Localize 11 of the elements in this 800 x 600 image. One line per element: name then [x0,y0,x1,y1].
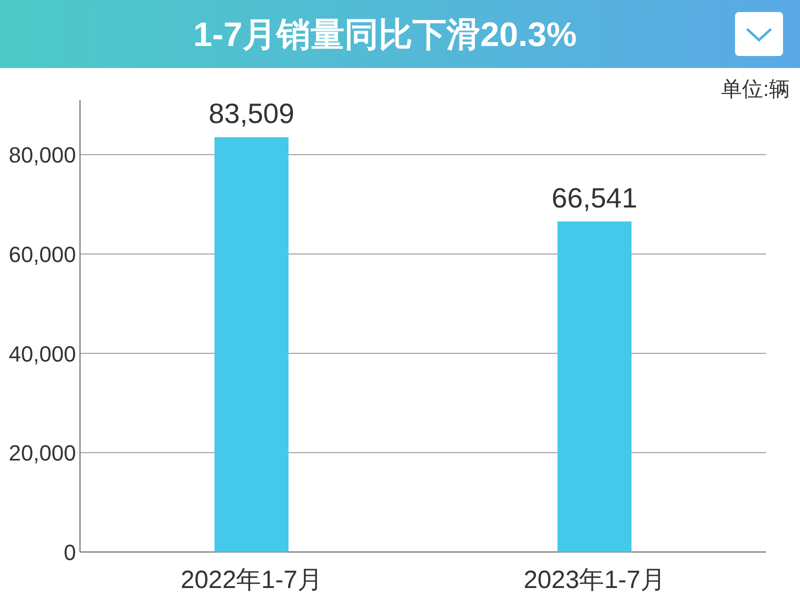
y-tick-label: 80,000 [8,142,76,168]
annotation: 单位:辆 [721,78,790,101]
y-tick-label: 0 [64,540,76,565]
x-tick-label: 2022年1-7月 [180,566,322,594]
data-label: 83,509 [208,98,294,130]
y-tick-label: 60,000 [8,242,76,267]
y-tick-label: 40,000 [8,341,76,366]
chart-title: 1-7月销量同比下滑20.3% [193,16,577,54]
data-label: 66,541 [552,182,638,214]
x-tick-label: 2023年1-7月 [524,566,666,594]
y-tick-label: 20,000 [8,440,76,466]
